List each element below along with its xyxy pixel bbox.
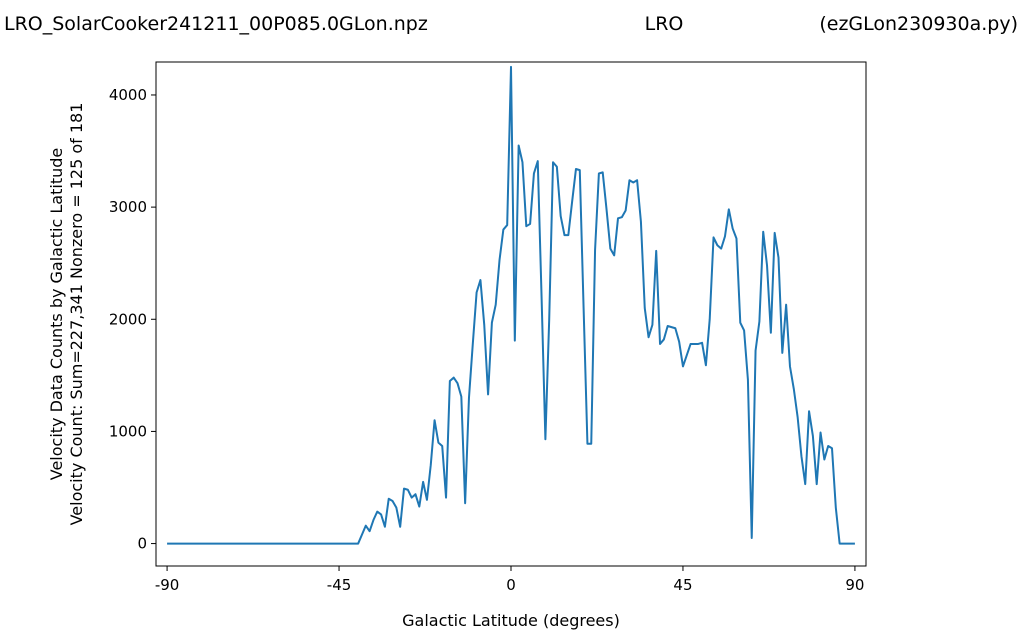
y-tick-label: 3000	[109, 198, 147, 216]
y-tick-label: 2000	[109, 310, 147, 328]
y-axis-label: Velocity Data Counts by Galactic Latitud…	[47, 148, 66, 481]
x-axis-label: Galactic Latitude (degrees)	[402, 611, 620, 630]
x-tick-label: 90	[845, 576, 864, 594]
y-tick-label: 4000	[109, 86, 147, 104]
data-line	[167, 65, 855, 545]
x-tick-label: 45	[673, 576, 692, 594]
y-tick-label: 0	[137, 535, 147, 553]
y-axis-label: Velocity Count: Sum=227,341 Nonzero = 12…	[67, 103, 86, 526]
x-tick-label: 0	[506, 576, 516, 594]
x-tick-label: -90	[155, 576, 180, 594]
x-tick-label: -45	[327, 576, 352, 594]
title-left: LRO_SolarCooker241211_00P085.0GLon.npz	[4, 13, 428, 35]
title-right: (ezGLon230930a.py)	[819, 13, 1018, 35]
title-center: LRO	[645, 13, 684, 35]
y-tick-label: 1000	[109, 422, 147, 440]
